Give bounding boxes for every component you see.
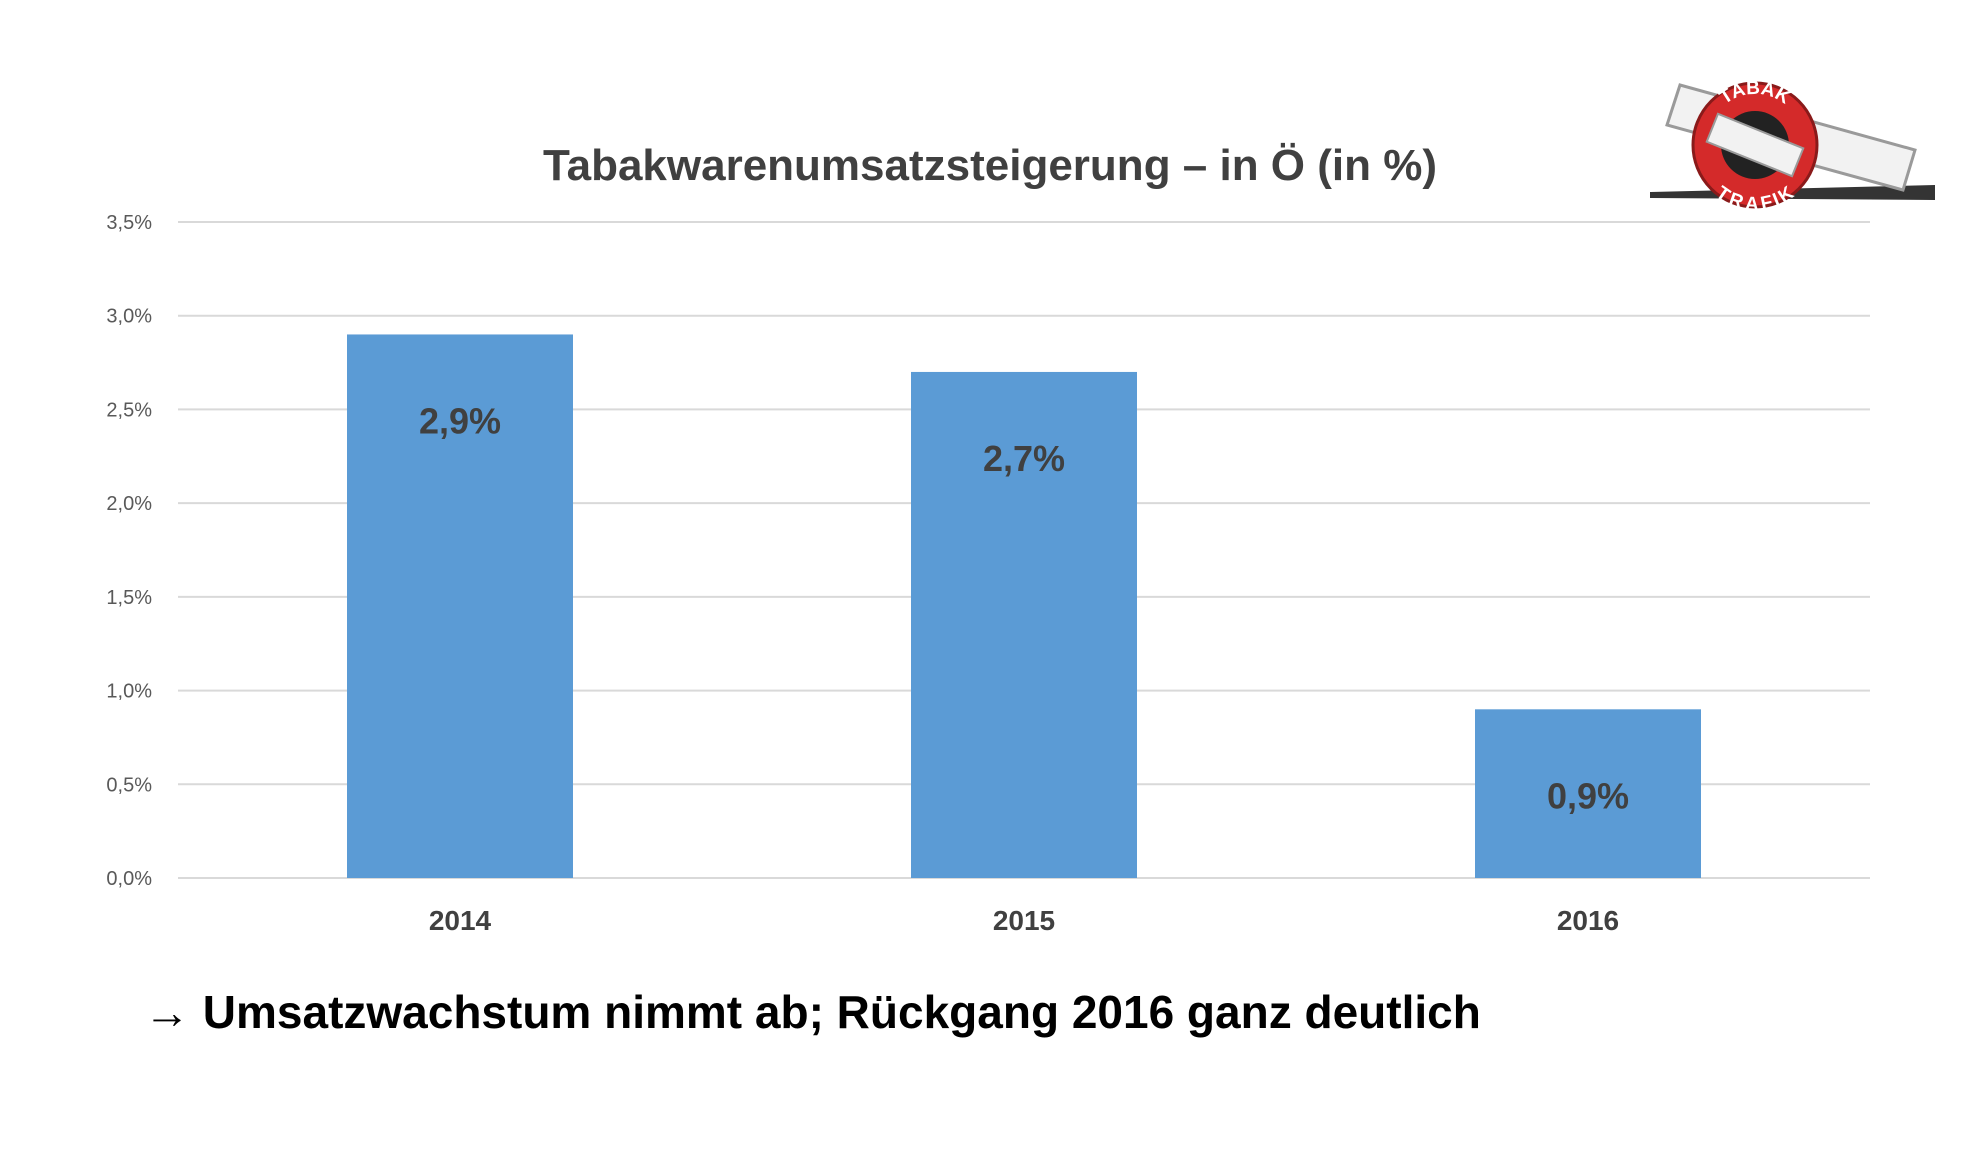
tabak-trafik-logo-icon: TABAK TRAFIK [1650, 78, 1935, 215]
y-tick-label: 1,0% [106, 681, 152, 703]
y-tick-label: 2,5% [106, 399, 152, 421]
bar [1475, 709, 1701, 878]
x-tick-label: 2015 [993, 905, 1055, 936]
bar [911, 371, 1137, 878]
y-tick-label: 3,5% [106, 212, 152, 234]
y-tick-label: 0,0% [106, 868, 152, 890]
chart-title: Tabakwarenumsatzsteigerung – in Ö (in %) [543, 141, 1437, 190]
arrow-right-icon: → [144, 986, 190, 1038]
bar-value-label: 2,7% [983, 438, 1065, 479]
y-tick-label: 2,0% [106, 493, 152, 515]
y-axis-ticks: 0,0% 0,5% 1,0% 1,5% 2,0% 2,5% 3,0% 3,5% [106, 212, 152, 890]
bar-value-label: 0,9% [1547, 775, 1629, 816]
bar-value-label: 2,9% [419, 400, 501, 441]
bars [347, 334, 1701, 878]
logo-bar [1705, 112, 1805, 178]
bar [347, 334, 573, 878]
y-tick-label: 3,0% [106, 306, 152, 328]
x-axis-ticks: 2014 2015 2016 [429, 905, 1619, 936]
conclusion-label: Umsatzwachstum nimmt ab; Rückgang 2016 g… [202, 986, 1481, 1038]
y-tick-label: 0,5% [106, 774, 152, 796]
y-tick-label: 1,5% [106, 587, 152, 609]
bar-value-labels: 2,9% 2,7% 0,9% [419, 400, 1629, 816]
x-tick-label: 2016 [1557, 905, 1619, 936]
conclusion-text: → Umsatzwachstum nimmt ab; Rückgang 2016… [144, 985, 1481, 1039]
x-tick-label: 2014 [429, 905, 492, 936]
